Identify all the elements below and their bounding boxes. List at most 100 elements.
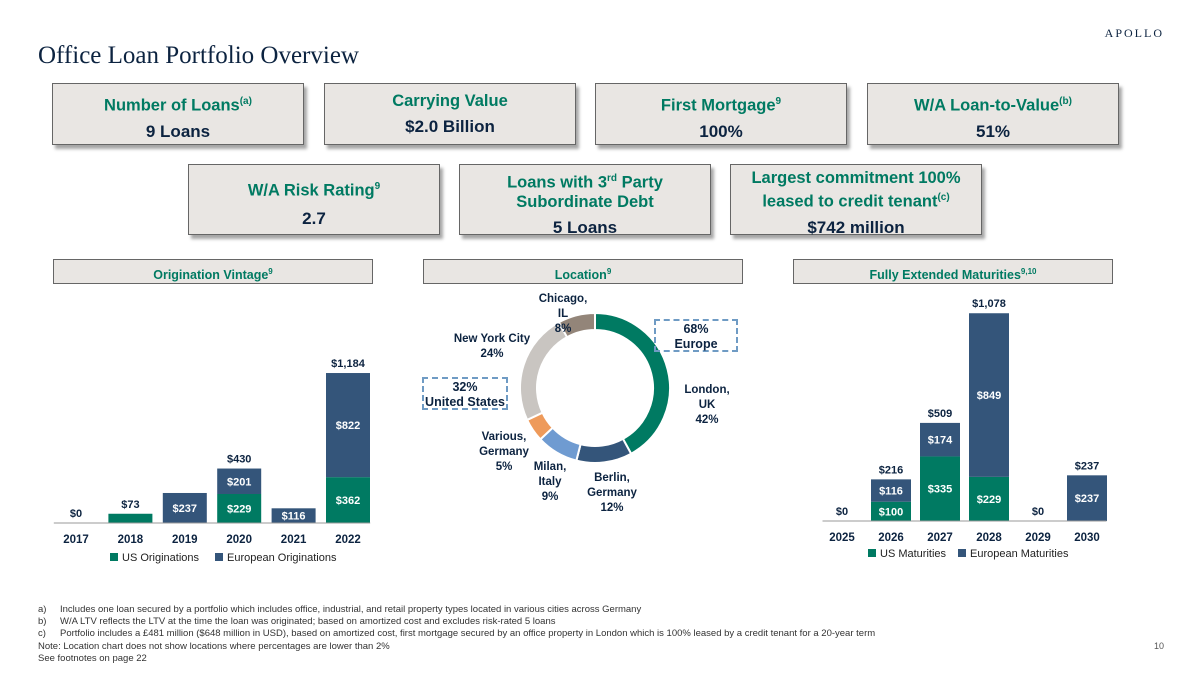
legend-swatch [215, 553, 223, 561]
x-tick-label: 2021 [281, 534, 307, 546]
slice-name-label: Berlin, [594, 472, 630, 484]
slice-label: Various, Germany 5% [479, 431, 529, 473]
slice-name-label: Milan, [534, 461, 567, 473]
kpi-risk-rating: W/A Risk Rating9 2.7 [188, 164, 440, 235]
kpi-sup: rd [607, 173, 618, 184]
location-donut-chart: London, UK 42% Berlin, Germany 12% Milan, Italy… [454, 293, 730, 514]
callout-label: Europe [674, 337, 718, 351]
bar-segment [920, 422, 960, 457]
x-tick-label: 2018 [118, 534, 144, 546]
kpi-label: Subordinate Debt [516, 192, 654, 211]
section-origination-vintage: Origination Vintage9 [53, 259, 373, 284]
footnote-text: Includes one loan secured by a portfolio… [60, 604, 642, 615]
location-note: Note: Location chart does not show locat… [38, 641, 390, 652]
x-tick-label: 2028 [976, 532, 1002, 544]
kpi-number-of-loans: Number of Loans(a) 9 Loans [52, 83, 304, 145]
slice-label: London, UK 42% [684, 384, 729, 426]
slice-value-label: 8% [555, 323, 572, 335]
callout-label: United States [425, 395, 505, 409]
kpi-label: Largest commitment 100% [751, 169, 961, 187]
slice-name-label: London, [684, 384, 729, 396]
slice-name-label: New York City [454, 333, 531, 345]
footnote-text: Portfolio includes a £481 million ($648 … [60, 628, 876, 639]
callout-pct: 68% [683, 322, 709, 336]
kpi-subordinate-debt: Loans with 3rd Party Subordinate Debt 5 … [459, 164, 711, 237]
footnote-key: c) [38, 628, 46, 639]
section-label: Fully Extended Maturities [869, 268, 1021, 283]
maturities-chart: $0 2025 $100 $116 $216 2026 $335 $174 $509 2027 $2… [822, 298, 1107, 560]
kpi-loan-to-value: W/A Loan-to-Value(b) 51% [867, 83, 1119, 145]
bar-segment [326, 477, 370, 523]
kpi-value: 51% [975, 121, 1011, 141]
slice-value-label: 12% [600, 502, 623, 514]
section-sup: 9,10 [1020, 267, 1037, 276]
slice-value-label: 42% [695, 414, 718, 426]
kpi-value: $2.0 Billion [405, 117, 495, 136]
kpi-label: First Mortgage [660, 96, 776, 115]
bar-total-label: $430 [227, 454, 251, 466]
kpi-first-mortgage: First Mortgage9 100% [595, 83, 847, 145]
donut-slice [575, 437, 633, 464]
slice-label: Milan, Italy 9% [534, 461, 567, 503]
legend-swatch [110, 553, 118, 561]
footnote-c: c) Portfolio includes a £481 million ($64… [38, 628, 875, 641]
us-callout: 32% United States [422, 377, 508, 410]
footnote-key: b) [38, 616, 47, 627]
legend-label: US Maturities [880, 548, 947, 560]
kpi-label: Party [617, 173, 663, 192]
bar-segment [217, 493, 262, 523]
bar-value-label: $201 [227, 476, 251, 488]
kpi-label: W/A Loan-to-Value [914, 96, 1060, 115]
slice-value-label: 9% [542, 491, 559, 503]
slice-name-label: Germany [587, 487, 637, 499]
bar-total-label: $1,078 [972, 298, 1006, 310]
bar-segment [108, 513, 153, 523]
europe-callout: 68% Europe [654, 319, 738, 352]
bar-value-label: $362 [336, 495, 360, 507]
bar-total-label: $0 [70, 508, 82, 520]
origination-vintage-chart: $0 2017 $73 2018 $237 2019 $229 $201 $430 2020 $11… [53, 358, 371, 564]
kpi-sup: 9 [775, 96, 782, 107]
x-tick-label: 2019 [172, 534, 198, 546]
slice-name-label: Germany [479, 446, 529, 458]
bar-segment [969, 476, 1009, 521]
bar-value-label: $237 [173, 503, 197, 515]
slice-name-label: Italy [538, 476, 562, 488]
x-tick-label: 2022 [335, 534, 361, 546]
bar-segment [162, 492, 207, 523]
x-tick-label: 2020 [226, 534, 252, 546]
bar-segment [326, 373, 370, 478]
slice-name-label: UK [699, 399, 716, 411]
slice-value-label: 5% [496, 461, 513, 473]
footnote-text: W/A LTV reflects the LTV at the time the… [60, 616, 556, 627]
section-location: Location9 [423, 259, 743, 284]
kpi-value: 9 Loans [145, 121, 211, 141]
callout-pct: 32% [452, 380, 478, 394]
kpi-sup: (c) [937, 192, 950, 203]
section-sup: 9 [606, 267, 612, 276]
x-tick-label: 2029 [1025, 532, 1051, 544]
slice-label: Chicago, IL 8% [539, 293, 588, 335]
footnote-key: a) [38, 604, 47, 615]
slice-label: New York City 24% [454, 333, 531, 360]
kpi-sup: 9 [374, 181, 381, 192]
bar-value-label: $335 [928, 484, 952, 496]
apollo-logo: APOLLO [1104, 26, 1164, 40]
bar-value-label: $849 [977, 390, 1001, 402]
section-maturities: Fully Extended Maturities9,10 [793, 259, 1113, 284]
x-tick-label: 2025 [829, 532, 855, 544]
kpi-carrying-value: Carrying Value $2.0 Billion [324, 83, 576, 145]
legend-label: US Originations [122, 552, 200, 564]
bar-value-label: $237 [1075, 493, 1099, 505]
kpi-sup: (a) [239, 96, 252, 107]
bar-value-label: $116 [879, 486, 903, 498]
bar-value-label: $100 [879, 506, 903, 518]
slice-name-label: IL [558, 308, 568, 320]
bar-total-label: $0 [1032, 506, 1044, 518]
slice-label: Berlin, Germany 12% [587, 472, 637, 514]
bar-segment [217, 468, 262, 494]
bar-segment [871, 479, 911, 502]
bar-value-label: $116 [282, 511, 306, 523]
kpi-label: Number of Loans [104, 96, 240, 115]
bar-value-label: $174 [928, 435, 953, 447]
